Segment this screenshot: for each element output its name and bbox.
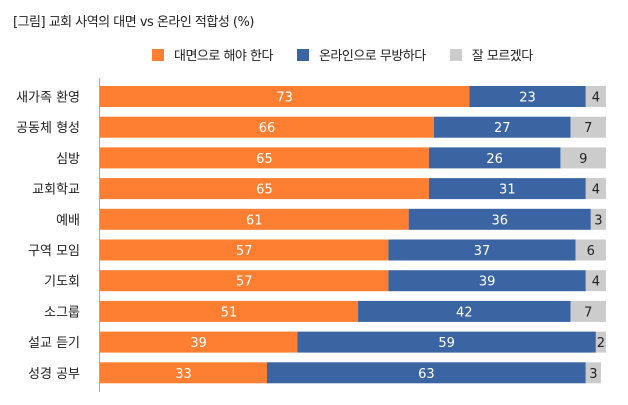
data-label: 57 [236,244,253,259]
bar-segment [100,331,298,353]
bar-segment [570,300,606,322]
category-label: 예배 [56,213,80,228]
data-label: 27 [494,121,511,136]
bar-segment [585,270,606,292]
bar-segment [100,239,389,261]
data-label: 26 [486,152,503,167]
data-label: 65 [256,152,273,167]
data-label: 61 [246,213,263,228]
data-label: 2 [597,336,605,351]
data-label: 59 [438,336,455,351]
data-label: 57 [236,275,253,290]
data-label: 42 [456,305,473,320]
bar-segment [297,331,596,353]
bar-segment [100,86,470,107]
data-label: 36 [491,213,508,228]
bar-segment [585,86,606,107]
bar-segment [100,116,434,138]
bar-segment [560,147,606,169]
legend-swatch [296,48,309,61]
bar-segment [469,86,586,107]
bar-segment [433,116,571,138]
legend-label: 잘 모르겠다 [471,49,533,64]
data-label: 51 [221,305,238,320]
bar-segment [595,331,606,353]
category-label: 구역 모임 [28,244,80,259]
legend-label: 대면으로 해야 한다 [174,49,273,64]
bar-segment [575,239,606,261]
data-label: 73 [276,91,293,106]
bar-segment [100,362,267,384]
legend-swatch [449,48,462,61]
data-label: 37 [474,244,491,259]
category-label: 기도회 [44,275,80,290]
data-label: 65 [256,183,273,198]
legend-item: 온라인으로 무방하다 [296,45,426,64]
data-label: 7 [584,305,592,320]
category-label: 소그룹 [44,305,80,320]
bar-segment [100,208,409,230]
data-label: 23 [519,91,536,106]
data-label: 3 [594,213,602,228]
category-label: 성경 공부 [28,367,80,382]
bar-segment [428,147,561,169]
data-label: 31 [499,183,516,198]
data-label: 39 [479,275,496,290]
bar-segment [585,362,601,384]
data-label: 9 [579,152,587,167]
legend-item: 대면으로 해야 한다 [152,45,273,64]
data-label: 4 [592,91,600,106]
data-label: 3 [589,367,597,382]
bar-segment [100,300,359,322]
bar-segment [100,147,429,169]
bar-segment [570,116,606,138]
legend: 대면으로 해야 한다 온라인으로 무방하다 잘 모르겠다 [152,45,533,64]
category-label: 설교 듣기 [28,336,80,351]
bar-segment [585,178,606,200]
bar-segment [388,239,576,261]
data-label: 33 [175,367,192,382]
legend-label: 온라인으로 무방하다 [318,49,426,64]
category-label: 심방 [56,152,80,167]
bar-segment [408,208,591,230]
chart-title: [그림] 교회 사역의 대면 vs 온라인 적합성 (%) [13,15,254,30]
category-label: 공동체 형성 [16,121,80,136]
bar-segment [100,270,389,292]
bar-segment [428,178,586,200]
bar-segment [358,300,571,322]
data-label: 63 [418,367,435,382]
data-label: 4 [592,275,600,290]
data-label: 7 [584,121,592,136]
legend-item: 잘 모르겠다 [449,45,533,64]
category-label: 교회학교 [32,183,80,198]
bar-segment [100,178,429,200]
data-label: 4 [592,183,600,198]
bar-segment [388,270,586,292]
category-label: 새가족 환영 [16,91,80,106]
data-label: 39 [190,336,207,351]
bar-segment [590,208,606,230]
data-label: 6 [587,244,595,259]
bar-segment [266,362,586,384]
legend-swatch [152,48,164,61]
data-label: 66 [259,121,276,136]
